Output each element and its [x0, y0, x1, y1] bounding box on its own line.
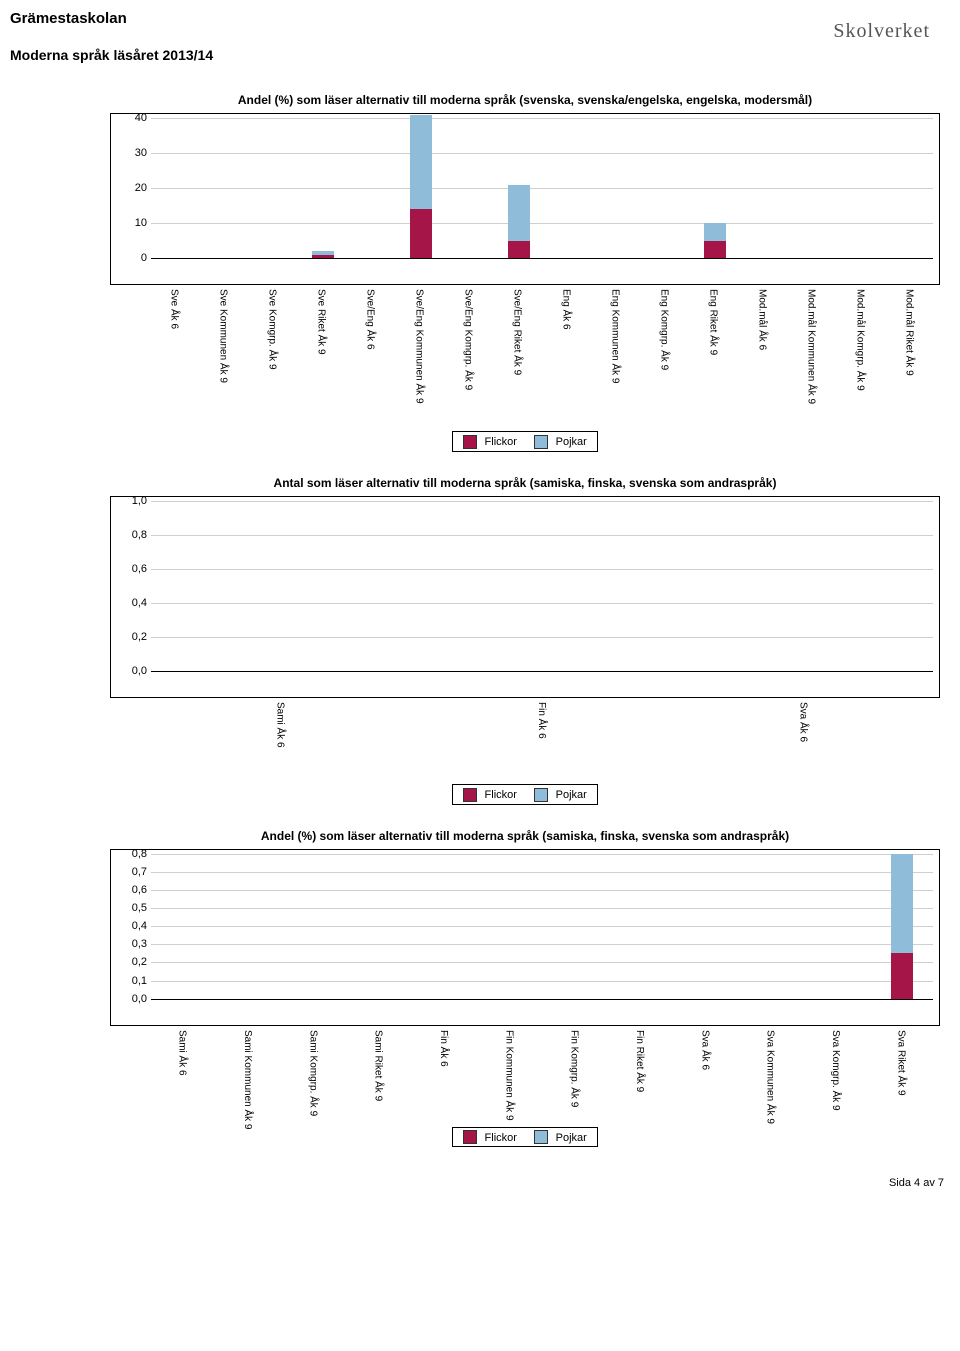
- y-tick: 0,6: [111, 563, 147, 575]
- x-label: Mod.mål Riket Åk 9: [904, 289, 915, 376]
- legend-swatch-pojkar: [534, 1130, 548, 1144]
- y-tick: 0,1: [111, 975, 147, 987]
- legend-label-pojkar: Pojkar: [556, 1131, 587, 1143]
- legend-label-flickor: Flickor: [485, 1131, 517, 1143]
- y-tick: 0: [111, 252, 147, 264]
- y-tick: 20: [111, 182, 147, 194]
- x-label: Sve/Eng Riket Åk 9: [512, 289, 523, 375]
- chart2-title: Antal som läser alternativ till moderna …: [110, 476, 940, 490]
- legend-swatch-flickor: [463, 1130, 477, 1144]
- report-subheading: Moderna språk läsåret 2013/14: [10, 47, 950, 63]
- x-label: Sva Komgrp. Åk 9: [830, 1030, 841, 1111]
- y-tick: 0,5: [111, 902, 147, 914]
- legend-swatch-pojkar: [534, 435, 548, 449]
- chart1-legend: Flickor Pojkar: [110, 431, 940, 452]
- legend-swatch-pojkar: [534, 788, 548, 802]
- x-label: Fin Kommunen Åk 9: [503, 1030, 514, 1121]
- y-tick: 0,0: [111, 993, 147, 1005]
- y-tick: 0,6: [111, 884, 147, 896]
- x-label: Eng Komgrp. Åk 9: [659, 289, 670, 370]
- legend-swatch-flickor: [463, 788, 477, 802]
- bar: [891, 854, 913, 999]
- x-label: Sva Kommunen Åk 9: [765, 1030, 776, 1124]
- legend-label-pojkar: Pojkar: [556, 436, 587, 448]
- x-label: Sve Kommunen Åk 9: [218, 289, 229, 383]
- chart3-x-axis: Sami Åk 6Sami Kommunen Åk 9Sami Komgrp. …: [150, 1026, 940, 1121]
- x-label: Sve/Eng Åk 6: [365, 289, 376, 350]
- chart3-title: Andel (%) som läser alternativ till mode…: [110, 829, 940, 843]
- x-label: Eng Åk 6: [561, 289, 572, 330]
- y-tick: 30: [111, 147, 147, 159]
- y-tick: 40: [111, 112, 147, 124]
- chart2-x-axis: Sami Åk 6 Fin Åk 6 Sva Åk 6: [150, 698, 940, 778]
- x-label: Sva Åk 6: [797, 702, 808, 742]
- chart3-legend: Flickor Pojkar: [110, 1127, 940, 1148]
- x-label: Mod.mål Kommunen Åk 9: [806, 289, 817, 404]
- brand-logo: Skolverket: [833, 20, 930, 43]
- legend-label-flickor: Flickor: [485, 789, 517, 801]
- chart3: 0,0 0,1 0,2 0,3 0,4 0,5 0,6 0,7 0,8: [110, 849, 940, 1026]
- y-tick: 0,3: [111, 938, 147, 950]
- x-label: Sve/Eng Kommunen Åk 9: [414, 289, 425, 404]
- x-label: Eng Riket Åk 9: [708, 289, 719, 355]
- y-tick: 0,4: [111, 597, 147, 609]
- bar: [508, 185, 530, 259]
- y-tick: 0,4: [111, 920, 147, 932]
- chart1-x-axis: Sve Åk 6 Sve Kommunen Åk 9 Sve Komgrp. Åk …: [150, 285, 940, 425]
- x-label: Sve Riket Åk 9: [316, 289, 327, 355]
- x-label: Sami Kommunen Åk 9: [242, 1030, 253, 1130]
- chart2-legend: Flickor Pojkar: [110, 784, 940, 805]
- y-tick: 0,8: [111, 848, 147, 860]
- x-label: Sami Åk 6: [177, 1030, 188, 1076]
- legend-swatch-flickor: [463, 435, 477, 449]
- legend-label-pojkar: Pojkar: [556, 789, 587, 801]
- x-label: Sami Åk 6: [275, 702, 286, 748]
- x-label: Sami Komgrp. Åk 9: [307, 1030, 318, 1116]
- x-label: Mod.mål Åk 6: [757, 289, 768, 350]
- chart1-title: Andel (%) som läser alternativ till mode…: [110, 93, 940, 107]
- x-label: Sve/Eng Komgrp. Åk 9: [463, 289, 474, 390]
- legend-label-flickor: Flickor: [485, 436, 517, 448]
- y-tick: 0,2: [111, 956, 147, 968]
- x-label: Sve Åk 6: [169, 289, 180, 329]
- y-tick: 1,0: [111, 495, 147, 507]
- bar: [312, 251, 334, 258]
- y-tick: 0,0: [111, 665, 147, 677]
- x-label: Sve Komgrp. Åk 9: [267, 289, 278, 370]
- x-label: Sva Riket Åk 9: [895, 1030, 906, 1096]
- x-label: Eng Kommunen Åk 9: [610, 289, 621, 384]
- x-label: Fin Komgrp. Åk 9: [569, 1030, 580, 1107]
- bar: [704, 223, 726, 258]
- y-tick: 0,2: [111, 631, 147, 643]
- x-label: Fin Åk 6: [438, 1030, 449, 1067]
- y-tick: 0,7: [111, 866, 147, 878]
- chart1: 0 10 20 30 40: [110, 113, 940, 285]
- school-name: Grämestaskolan: [10, 10, 950, 27]
- x-label: Mod.mål Komgrp. Åk 9: [855, 289, 866, 391]
- chart2: 0,0 0,2 0,4 0,6 0,8 1,0: [110, 496, 940, 698]
- x-label: Fin Riket Åk 9: [634, 1030, 645, 1092]
- x-label: Sva Åk 6: [699, 1030, 710, 1070]
- x-label: Sami Riket Åk 9: [373, 1030, 384, 1101]
- page-footer: Sida 4 av 7: [10, 1177, 950, 1189]
- x-label: Fin Åk 6: [536, 702, 547, 739]
- y-tick: 0,8: [111, 529, 147, 541]
- y-tick: 10: [111, 217, 147, 229]
- bar: [410, 115, 432, 259]
